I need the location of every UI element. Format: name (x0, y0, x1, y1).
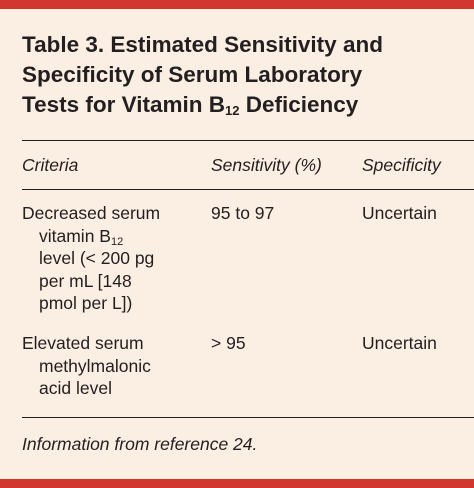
source-footnote: Information from reference 24. (22, 434, 258, 454)
title-line-2: Specificity of Serum Laboratory (22, 62, 363, 87)
row-1-criteria-subscript: 12 (110, 235, 124, 248)
row-1-criteria-line-1: Decreased serum (22, 203, 161, 223)
row-2-criteria: Elevated serum methylmalonic acid level (22, 332, 151, 400)
top-accent-bar (0, 0, 474, 9)
header-bottom-rule (22, 189, 474, 190)
title-line-3: Tests for Vitamin B12 Deficiency (22, 90, 462, 120)
title-line-3-text: Tests for Vitamin B (22, 92, 225, 117)
row-1-criteria-line-5: pmol per L]) (39, 293, 133, 313)
row-1-criteria-line-3: level (< 200 pg (39, 248, 155, 268)
row-1-sensitivity: 95 to 97 (211, 203, 275, 223)
header-top-rule (22, 140, 474, 141)
row-2-specificity: Uncertain (362, 333, 437, 353)
row-1-criteria-line-2-text: vitamin B (39, 225, 111, 246)
row-2-criteria-line-2: methylmalonic (39, 355, 151, 376)
table-bottom-rule (22, 417, 474, 418)
row-1-criteria-line-4: per mL [148 (39, 270, 132, 291)
title-line-3-end: Deficiency (239, 92, 359, 117)
row-1-criteria: Decreased serum vitamin B12 level (< 200… (22, 202, 160, 315)
bottom-accent-bar (0, 479, 474, 488)
column-header-criteria: Criteria (22, 155, 79, 175)
column-header-specificity: Specificity (362, 155, 441, 175)
row-1-criteria-line-2: vitamin B12 (22, 225, 160, 248)
row-2-criteria-line-1: Elevated serum (22, 333, 144, 353)
row-2-sensitivity: > 95 (211, 333, 246, 353)
row-2-criteria-line-3: acid level (39, 378, 112, 398)
column-header-sensitivity: Sensitivity (%) (211, 155, 322, 175)
table-title: Table 3. Estimated Sensitivity and Speci… (22, 30, 462, 120)
title-line-1: Table 3. Estimated Sensitivity and (22, 32, 383, 57)
row-1-specificity: Uncertain (362, 203, 437, 223)
title-subscript: 12 (224, 103, 240, 118)
